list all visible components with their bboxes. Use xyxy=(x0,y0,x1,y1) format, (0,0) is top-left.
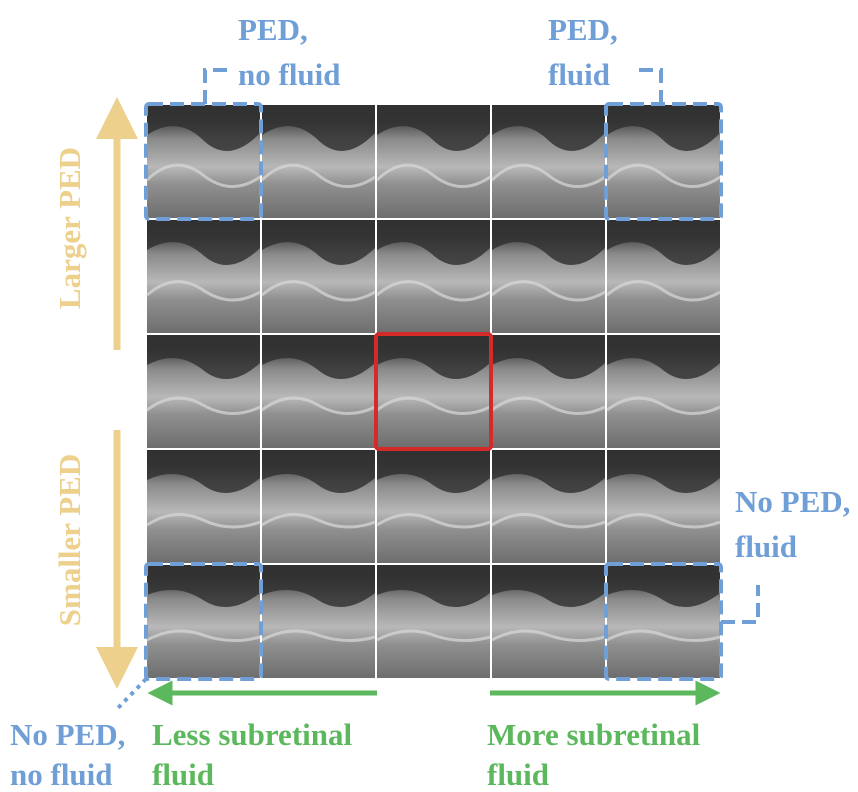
image-tile xyxy=(491,629,606,642)
image-tile xyxy=(146,629,261,642)
image-tile xyxy=(375,163,491,188)
image-tile xyxy=(261,396,376,415)
center-highlight xyxy=(374,332,493,451)
label: no fluid xyxy=(238,57,341,92)
image-tile xyxy=(261,629,376,642)
image-tile xyxy=(262,565,375,608)
label: No PED, xyxy=(735,484,850,519)
image-tile xyxy=(262,220,375,265)
image-tile xyxy=(262,450,375,494)
image-tile xyxy=(261,513,376,529)
image-tile xyxy=(607,220,720,265)
label: fluid xyxy=(735,529,797,564)
axis-label: Smaller PED xyxy=(52,454,87,627)
image-tile xyxy=(377,450,490,494)
image-tile xyxy=(605,163,721,188)
image-tile xyxy=(492,565,605,608)
image-tile xyxy=(606,513,721,529)
image-tile xyxy=(606,396,721,415)
image-tile xyxy=(492,450,605,494)
label: No PED, xyxy=(10,717,125,752)
image-tile xyxy=(147,105,260,151)
axis-label: fluid xyxy=(152,757,214,792)
axis-label: fluid xyxy=(487,757,549,792)
image-tile xyxy=(492,335,605,379)
image-tile xyxy=(262,105,375,151)
image-tile xyxy=(262,335,375,379)
image-grid xyxy=(145,105,721,678)
image-tile xyxy=(491,513,606,529)
label: no fluid xyxy=(10,757,113,792)
image-tile xyxy=(146,280,261,302)
label: PED, xyxy=(548,12,618,47)
image-tile xyxy=(492,105,605,151)
image-tile xyxy=(146,396,261,415)
image-tile xyxy=(490,163,606,188)
image-tile xyxy=(376,513,491,529)
image-tile xyxy=(261,280,376,302)
image-tile xyxy=(376,280,491,302)
axis-label: Larger PED xyxy=(52,147,87,309)
image-tile xyxy=(607,450,720,494)
image-tile xyxy=(145,163,261,188)
image-tile xyxy=(147,565,260,608)
image-tile xyxy=(606,629,721,642)
label: fluid xyxy=(548,57,610,92)
image-tile xyxy=(607,335,720,379)
image-tile xyxy=(146,513,261,529)
image-tile xyxy=(377,220,490,265)
image-tile xyxy=(377,105,490,151)
image-tile xyxy=(376,396,491,415)
image-tile xyxy=(147,450,260,494)
image-tile xyxy=(606,280,721,302)
image-tile xyxy=(491,396,606,415)
image-tile xyxy=(377,335,490,379)
image-tile xyxy=(492,220,605,265)
axis-label: More subretinal xyxy=(487,717,701,752)
label: PED, xyxy=(238,12,308,47)
image-tile xyxy=(491,280,606,302)
image-tile xyxy=(607,565,720,608)
image-tile xyxy=(377,565,490,608)
corner-boxes xyxy=(116,68,760,710)
image-tile xyxy=(147,335,260,379)
axis-label: Less subretinal xyxy=(152,717,352,752)
image-tile xyxy=(147,220,260,265)
image-tile xyxy=(376,629,491,642)
image-tile xyxy=(260,163,376,188)
image-tile xyxy=(607,105,720,151)
